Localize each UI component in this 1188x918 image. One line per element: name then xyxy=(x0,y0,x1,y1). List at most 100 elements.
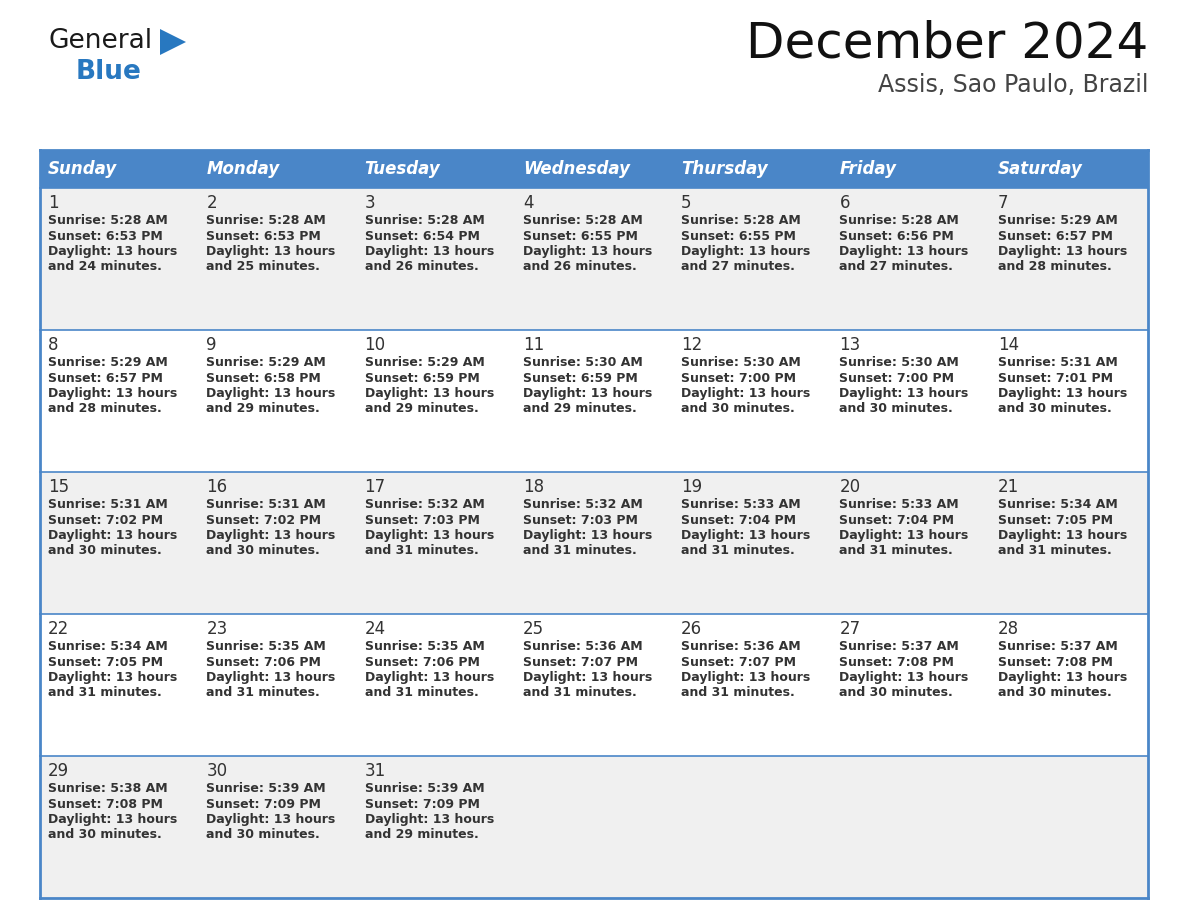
Text: Sunrise: 5:30 AM: Sunrise: 5:30 AM xyxy=(523,356,643,369)
Text: Sunset: 7:06 PM: Sunset: 7:06 PM xyxy=(207,655,321,668)
Text: 30: 30 xyxy=(207,762,227,780)
Text: Sunrise: 5:31 AM: Sunrise: 5:31 AM xyxy=(207,498,326,511)
Text: and 31 minutes.: and 31 minutes. xyxy=(365,687,479,700)
Text: 15: 15 xyxy=(48,478,69,496)
Text: Daylight: 13 hours: Daylight: 13 hours xyxy=(681,245,810,258)
Text: Sunset: 6:59 PM: Sunset: 6:59 PM xyxy=(365,372,479,385)
Text: Sunset: 6:57 PM: Sunset: 6:57 PM xyxy=(998,230,1113,242)
Text: 7: 7 xyxy=(998,194,1009,212)
Text: Daylight: 13 hours: Daylight: 13 hours xyxy=(523,245,652,258)
Text: Sunset: 6:56 PM: Sunset: 6:56 PM xyxy=(840,230,954,242)
Bar xyxy=(40,330,1148,472)
Text: and 31 minutes.: and 31 minutes. xyxy=(365,544,479,557)
Text: 8: 8 xyxy=(48,336,58,354)
Text: Daylight: 13 hours: Daylight: 13 hours xyxy=(365,671,494,684)
Bar xyxy=(990,150,1148,188)
Bar xyxy=(514,150,674,188)
Text: December 2024: December 2024 xyxy=(746,20,1148,68)
Text: Monday: Monday xyxy=(207,160,279,178)
Text: 20: 20 xyxy=(840,478,860,496)
Text: Sunrise: 5:28 AM: Sunrise: 5:28 AM xyxy=(365,214,485,227)
Text: and 30 minutes.: and 30 minutes. xyxy=(998,402,1112,416)
Text: Daylight: 13 hours: Daylight: 13 hours xyxy=(207,671,335,684)
Text: Sunset: 6:59 PM: Sunset: 6:59 PM xyxy=(523,372,638,385)
Text: and 29 minutes.: and 29 minutes. xyxy=(207,402,320,416)
Text: Sunset: 7:09 PM: Sunset: 7:09 PM xyxy=(207,798,321,811)
Text: Sunset: 7:08 PM: Sunset: 7:08 PM xyxy=(840,655,954,668)
Text: Daylight: 13 hours: Daylight: 13 hours xyxy=(681,529,810,542)
Text: and 29 minutes.: and 29 minutes. xyxy=(365,402,479,416)
Text: Sunrise: 5:28 AM: Sunrise: 5:28 AM xyxy=(840,214,959,227)
Text: and 30 minutes.: and 30 minutes. xyxy=(48,829,162,842)
Text: and 31 minutes.: and 31 minutes. xyxy=(998,544,1112,557)
Text: Daylight: 13 hours: Daylight: 13 hours xyxy=(207,387,335,400)
Text: Daylight: 13 hours: Daylight: 13 hours xyxy=(365,529,494,542)
Bar xyxy=(40,188,1148,330)
Text: 18: 18 xyxy=(523,478,544,496)
Text: Sunrise: 5:34 AM: Sunrise: 5:34 AM xyxy=(48,640,168,653)
Text: Sunday: Sunday xyxy=(48,160,118,178)
Text: Sunrise: 5:29 AM: Sunrise: 5:29 AM xyxy=(48,356,168,369)
Text: 24: 24 xyxy=(365,620,386,638)
Text: Sunrise: 5:35 AM: Sunrise: 5:35 AM xyxy=(207,640,326,653)
Text: and 29 minutes.: and 29 minutes. xyxy=(365,829,479,842)
Text: Sunset: 7:02 PM: Sunset: 7:02 PM xyxy=(48,513,163,527)
Text: Daylight: 13 hours: Daylight: 13 hours xyxy=(48,387,177,400)
Text: and 29 minutes.: and 29 minutes. xyxy=(523,402,637,416)
Text: and 31 minutes.: and 31 minutes. xyxy=(840,544,953,557)
Text: Wednesday: Wednesday xyxy=(523,160,630,178)
Text: Sunrise: 5:36 AM: Sunrise: 5:36 AM xyxy=(681,640,801,653)
Text: Daylight: 13 hours: Daylight: 13 hours xyxy=(840,529,968,542)
Text: Daylight: 13 hours: Daylight: 13 hours xyxy=(48,671,177,684)
Text: Daylight: 13 hours: Daylight: 13 hours xyxy=(523,387,652,400)
Text: Sunset: 7:05 PM: Sunset: 7:05 PM xyxy=(998,513,1113,527)
Text: Sunrise: 5:28 AM: Sunrise: 5:28 AM xyxy=(681,214,801,227)
Text: and 30 minutes.: and 30 minutes. xyxy=(207,544,320,557)
Text: Sunset: 7:02 PM: Sunset: 7:02 PM xyxy=(207,513,321,527)
Text: 3: 3 xyxy=(365,194,375,212)
Text: Sunrise: 5:29 AM: Sunrise: 5:29 AM xyxy=(365,356,485,369)
Text: 13: 13 xyxy=(840,336,860,354)
Text: Tuesday: Tuesday xyxy=(365,160,441,178)
Bar xyxy=(40,150,198,188)
Text: 19: 19 xyxy=(681,478,702,496)
Text: 11: 11 xyxy=(523,336,544,354)
Text: Daylight: 13 hours: Daylight: 13 hours xyxy=(365,245,494,258)
Text: Daylight: 13 hours: Daylight: 13 hours xyxy=(998,245,1127,258)
Text: Daylight: 13 hours: Daylight: 13 hours xyxy=(840,245,968,258)
Text: and 30 minutes.: and 30 minutes. xyxy=(681,402,795,416)
Text: Daylight: 13 hours: Daylight: 13 hours xyxy=(48,813,177,826)
Text: and 30 minutes.: and 30 minutes. xyxy=(207,829,320,842)
Text: Assis, Sao Paulo, Brazil: Assis, Sao Paulo, Brazil xyxy=(878,73,1148,97)
Text: Sunrise: 5:35 AM: Sunrise: 5:35 AM xyxy=(365,640,485,653)
Bar xyxy=(40,614,1148,756)
Text: and 27 minutes.: and 27 minutes. xyxy=(840,261,953,274)
Text: Sunset: 7:06 PM: Sunset: 7:06 PM xyxy=(365,655,480,668)
Text: Sunset: 7:08 PM: Sunset: 7:08 PM xyxy=(48,798,163,811)
Text: 25: 25 xyxy=(523,620,544,638)
Text: Sunset: 6:57 PM: Sunset: 6:57 PM xyxy=(48,372,163,385)
Text: Daylight: 13 hours: Daylight: 13 hours xyxy=(840,387,968,400)
Text: and 26 minutes.: and 26 minutes. xyxy=(523,261,637,274)
Text: Sunset: 7:00 PM: Sunset: 7:00 PM xyxy=(840,372,954,385)
Text: and 30 minutes.: and 30 minutes. xyxy=(998,687,1112,700)
Text: 5: 5 xyxy=(681,194,691,212)
Text: Daylight: 13 hours: Daylight: 13 hours xyxy=(48,245,177,258)
Text: 28: 28 xyxy=(998,620,1019,638)
Text: and 31 minutes.: and 31 minutes. xyxy=(681,544,795,557)
Text: 29: 29 xyxy=(48,762,69,780)
Text: 22: 22 xyxy=(48,620,69,638)
Text: Sunrise: 5:28 AM: Sunrise: 5:28 AM xyxy=(207,214,326,227)
Text: Sunrise: 5:32 AM: Sunrise: 5:32 AM xyxy=(365,498,485,511)
Text: and 31 minutes.: and 31 minutes. xyxy=(207,687,320,700)
Text: Sunrise: 5:33 AM: Sunrise: 5:33 AM xyxy=(681,498,801,511)
Text: Sunset: 6:55 PM: Sunset: 6:55 PM xyxy=(523,230,638,242)
Text: and 24 minutes.: and 24 minutes. xyxy=(48,261,162,274)
Text: Sunrise: 5:28 AM: Sunrise: 5:28 AM xyxy=(523,214,643,227)
Text: Sunrise: 5:30 AM: Sunrise: 5:30 AM xyxy=(840,356,959,369)
Text: Daylight: 13 hours: Daylight: 13 hours xyxy=(840,671,968,684)
Bar xyxy=(40,472,1148,614)
Text: Sunset: 7:07 PM: Sunset: 7:07 PM xyxy=(681,655,796,668)
Text: Sunset: 7:03 PM: Sunset: 7:03 PM xyxy=(523,513,638,527)
Text: Sunrise: 5:31 AM: Sunrise: 5:31 AM xyxy=(48,498,168,511)
